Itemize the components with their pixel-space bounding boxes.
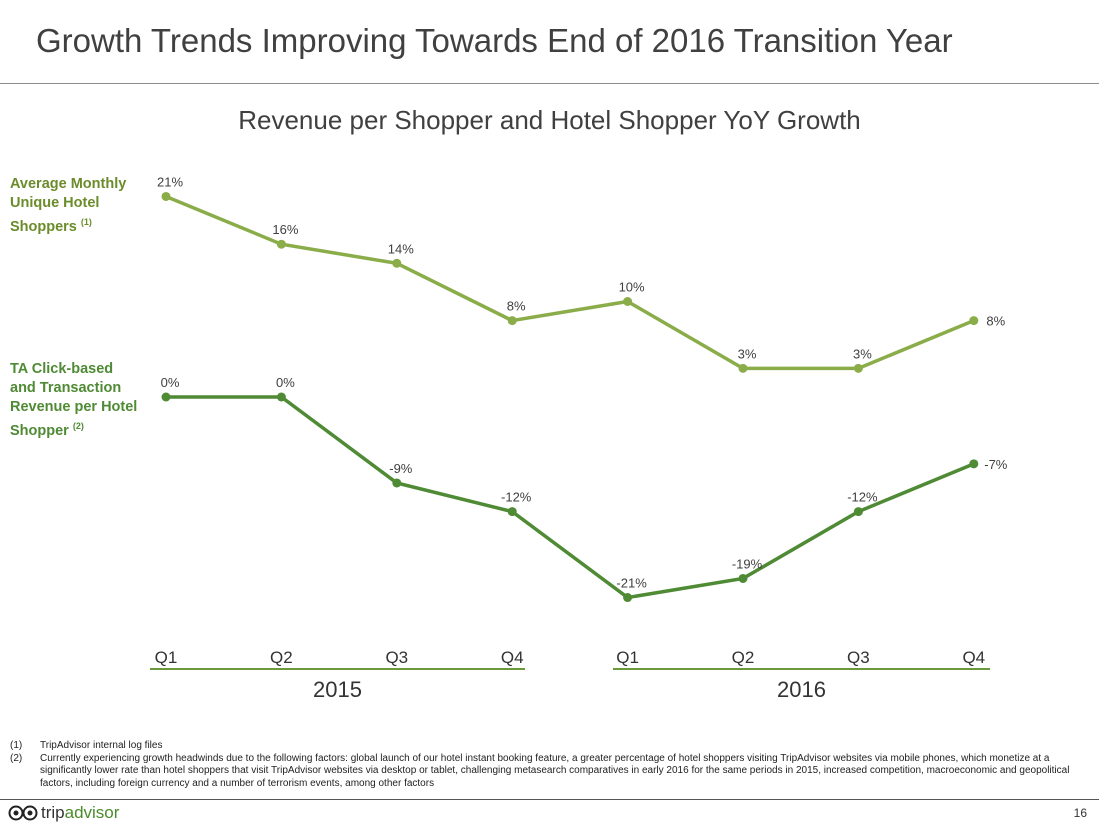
x-tick-label: Q1 [155,648,178,667]
x-tick-label: Q3 [385,648,408,667]
data-label: 8% [507,299,526,314]
data-point [853,363,863,373]
data-point [161,392,171,402]
data-point [276,239,286,249]
owl-eyes-icon [8,805,38,821]
x-tick-label: Q2 [270,648,293,667]
line-chart: 21% 16% 14% 8% 10% 3% 3% 8% 0% 0% -9% -12% -21% -19% -… [150,174,1008,702]
x-tick-label: Q1 [616,648,639,667]
data-point [507,507,517,517]
footnote-number: (2) [10,752,23,764]
logo-trip: trip [41,803,65,822]
data-point [969,459,979,469]
series-line-1 [165,194,975,371]
data-point [853,507,863,517]
series-1-label: Average Monthly Unique Hotel Shoppers (1… [10,175,145,237]
data-point [392,258,402,268]
series-line-2 [166,395,975,600]
data-point [738,363,748,373]
data-point [276,392,286,402]
data-point [392,478,402,488]
logo-advisor: advisor [64,803,120,822]
tripadvisor-logo: tripadvisor [8,803,119,823]
page-title: Growth Trends Improving Towards End of 2… [36,22,953,59]
series-1-name: Average Monthly Unique Hotel Shoppers [10,176,127,235]
series-1-footnote-ref: (1) [80,217,92,227]
data-label: 3% [853,346,872,361]
data-point [507,316,517,326]
series-2-name-line: Revenue per Hotel [10,399,138,415]
footnote-text: TripAdvisor internal log files [40,740,163,751]
x-tick-label: Q4 [962,648,985,667]
data-label: -19% [732,556,763,571]
data-label: 10% [619,280,645,295]
series-2-label: TA Click-based and Transaction Revenue p… [10,360,137,441]
x-tick-label: Q2 [732,648,755,667]
footnote-number: (1) [10,740,23,751]
series-2-footnote-ref: (2) [72,421,84,431]
chart-title: Revenue per Shopper and Hotel Shopper Yo… [238,105,861,135]
x-tick-label: Q4 [501,648,524,667]
data-label: 14% [388,241,414,256]
series-2-name-line: and Transaction [10,380,122,396]
footnote-1: (1) TripAdvisor internal log files [10,740,1070,753]
footnote-text: Currently experiencing growth headwinds … [40,752,1070,789]
data-label: 16% [272,222,298,237]
data-label: 21% [157,174,183,189]
footer-divider [0,799,1099,800]
page-number: 16 [1073,806,1087,820]
title-divider [0,83,1099,84]
series-2-name-line: Shopper [10,422,69,439]
data-point [738,573,748,583]
data-point [623,297,633,306]
data-label: -9% [389,461,413,476]
data-label: 8% [986,314,1005,329]
footnote-2: (2) Currently experiencing growth headwin… [10,753,1070,791]
data-label: -12% [501,490,532,505]
data-point [161,191,171,201]
series-2-name-line: TA Click-based [10,361,114,377]
data-label: 0% [161,375,180,390]
x-tick-label: Q3 [847,648,870,667]
data-label: 3% [738,346,757,361]
data-point [623,593,633,603]
year-group-label: 2016 [777,677,826,702]
data-label: -7% [984,457,1008,472]
data-point [969,316,979,326]
footnotes: (1) TripAdvisor internal log files (2) Cur… [10,740,1070,790]
data-label: -12% [847,490,878,505]
data-label: 0% [276,375,295,390]
year-group-label: 2015 [313,677,362,702]
data-label: -21% [616,576,647,591]
